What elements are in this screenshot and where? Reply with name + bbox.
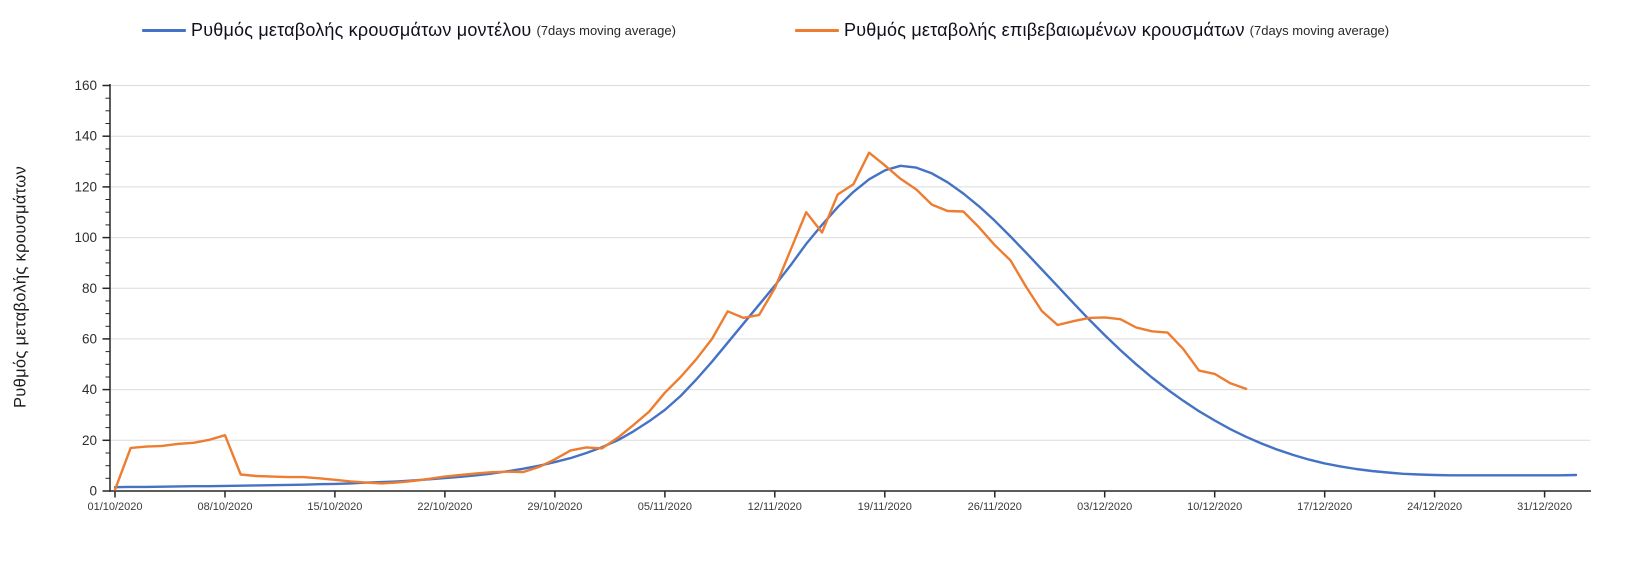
legend-sublabel-model: (7days moving average) xyxy=(536,23,676,38)
x-tick-label: 17/12/2020 xyxy=(1297,501,1352,513)
x-tick-label: 08/10/2020 xyxy=(197,501,252,513)
x-tick-label: 29/10/2020 xyxy=(527,501,582,513)
legend-line-marker-orange xyxy=(795,29,839,32)
x-tick-label: 01/10/2020 xyxy=(87,501,142,513)
legend-sublabel-confirmed: (7days moving average) xyxy=(1249,23,1390,38)
line-chart-plot-area: 0 20 40 60 80 100 120 140 160 01/10/2020 08/10/202… xyxy=(74,78,1591,513)
y-tick-label: 80 xyxy=(82,281,97,296)
legend-line-marker-blue xyxy=(142,29,186,32)
model-series-line xyxy=(113,164,1578,489)
y-tick-label: 140 xyxy=(74,129,97,144)
y-tick-label: 100 xyxy=(74,230,97,245)
legend-item-model[interactable]: Ρυθμός μεταβολής κρουσμάτων μοντέλου (7d… xyxy=(142,20,676,41)
legend-label-model: Ρυθμός μεταβολής κρουσμάτων μοντέλου xyxy=(191,20,532,40)
x-tick-label: 19/11/2020 xyxy=(858,501,912,513)
confirmed-series-line xyxy=(113,151,1248,491)
legend-label-confirmed: Ρυθμός μεταβολής επιβεβαιωμένων κρουσμάτ… xyxy=(844,20,1245,40)
y-tick-label: 160 xyxy=(74,78,97,93)
x-tick-label: 10/12/2020 xyxy=(1187,501,1242,513)
x-tick-label: 05/11/2020 xyxy=(638,501,692,513)
y-tick-label: 20 xyxy=(82,433,97,448)
x-tick-label: 31/12/2020 xyxy=(1517,501,1572,513)
x-tick-label: 22/10/2020 xyxy=(417,501,472,513)
y-tick-label: 0 xyxy=(89,484,97,499)
legend-item-confirmed[interactable]: Ρυθμός μεταβολής επιβεβαιωμένων κρουσμάτ… xyxy=(795,20,1389,41)
x-tick-label: 26/11/2020 xyxy=(968,501,1022,513)
x-tick-label: 12/11/2020 xyxy=(748,501,802,513)
y-tick-label: 120 xyxy=(74,179,97,194)
x-tick-label: 03/12/2020 xyxy=(1077,501,1132,513)
y-tick-label: 60 xyxy=(82,331,97,346)
x-tick-label: 15/10/2020 xyxy=(307,501,362,513)
x-tick-label: 24/12/2020 xyxy=(1407,501,1462,513)
y-tick-label: 40 xyxy=(82,382,97,397)
